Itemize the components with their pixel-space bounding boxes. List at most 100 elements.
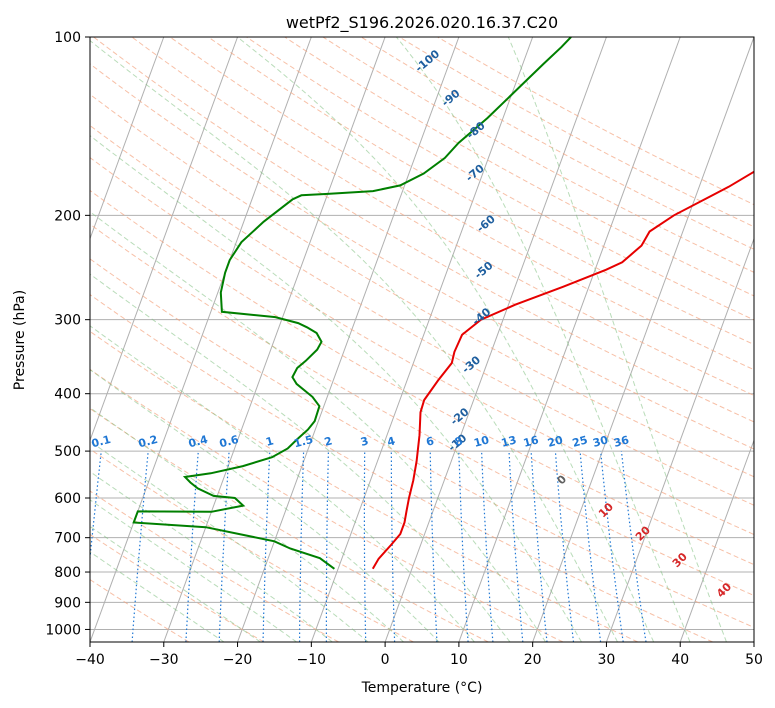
mixing-ratio-label: 1.5	[292, 433, 314, 451]
isotherm-gridline	[532, 37, 754, 642]
x-tick-label: −20	[223, 652, 253, 668]
moist-adiabat-label: 30	[670, 550, 690, 570]
moist-adiabat-line	[507, 37, 727, 642]
mixing-ratio-line	[325, 451, 329, 642]
mixing-ratio-label: 0.4	[187, 433, 210, 451]
mixing-ratio-line	[363, 451, 367, 642]
mixing-ratio-label: 20	[546, 433, 564, 450]
y-tick-label: 800	[54, 565, 81, 581]
isotherm-gridline	[90, 37, 165, 241]
mixing-ratio-line	[600, 451, 624, 642]
chart-title: wetPf2_S196.2026.020.16.37.C20	[286, 13, 558, 33]
mixing-ratio-label: 0.2	[137, 433, 159, 451]
x-tick-label: −10	[297, 652, 327, 668]
isotherm-gridline	[679, 438, 754, 642]
isotherm-gridline	[163, 37, 386, 642]
mixing-ratio-label: 36	[612, 433, 630, 450]
dry-adiabat-line	[90, 533, 265, 642]
y-axis-label: Pressure (hPa)	[12, 290, 28, 390]
dry-adiabat-line	[90, 189, 754, 566]
mixing-ratio-label: 4	[386, 434, 397, 449]
x-tick-label: 50	[745, 652, 763, 668]
temperature-profile-line	[371, 170, 754, 570]
isotherm-gridline	[605, 237, 754, 642]
mixing-ratio-label: 30	[591, 433, 609, 450]
isotherm-gridline	[458, 37, 681, 642]
x-tick-label: 30	[598, 652, 616, 668]
dry-adiabat-line	[90, 578, 190, 642]
dry-adiabat-label: -80	[464, 119, 488, 142]
dry-adiabat-line	[246, 37, 754, 321]
mixing-ratio-label: 16	[522, 433, 540, 450]
dry-adiabat-label: -20	[448, 405, 472, 428]
mixing-ratio-label: 1	[264, 434, 275, 449]
mixing-ratio-line	[620, 451, 647, 642]
dry-adiabat-label: -50	[472, 259, 496, 282]
dry-adiabat-line	[399, 37, 754, 228]
y-tick-label: 100	[54, 30, 81, 46]
isotherm-gridline	[237, 37, 460, 642]
mixing-ratio-line	[579, 451, 602, 642]
moist-adiabat-label: 40	[714, 580, 734, 600]
dry-adiabat-line	[90, 490, 339, 642]
mixing-ratio-label: 10	[472, 433, 490, 450]
dry-adiabat-line	[322, 37, 754, 273]
dry-adiabat-line	[131, 37, 754, 397]
dry-adiabat-line	[207, 37, 754, 346]
dry-adiabat-label: -70	[463, 162, 487, 185]
moist-adiabat-line	[90, 211, 547, 642]
y-tick-label: 200	[54, 208, 81, 224]
mixing-ratio-line	[218, 451, 230, 642]
dry-adiabat-label: -100	[413, 47, 443, 75]
plot-frame	[89, 36, 755, 643]
moist-adiabat-line	[90, 471, 333, 642]
dry-adiabat-line	[90, 63, 754, 450]
y-tick-label: 500	[54, 444, 81, 460]
x-tick-label: 40	[671, 652, 689, 668]
moist-adiabat-line	[90, 369, 440, 642]
moist-adiabat-line	[90, 135, 582, 642]
mixing-ratio-label: 2	[323, 434, 334, 449]
dry-adiabat-line	[90, 223, 754, 597]
moist-adiabat-line	[90, 39, 618, 642]
mixing-ratio-label: 25	[571, 433, 589, 450]
moist-adiabat-line	[90, 551, 225, 642]
mixing-ratio-line	[458, 451, 469, 642]
mixing-ratio-label: 6	[425, 434, 436, 449]
moist-adiabat-label: 20	[633, 523, 653, 543]
moist-adiabat-line	[90, 499, 297, 642]
y-tick-label: 300	[54, 313, 81, 329]
dry-adiabat-line	[169, 37, 754, 371]
plot-area: -100-90-80-70-60-50-40-30-20-100.1 0.2 0.4…	[90, 37, 754, 642]
x-tick-label: −40	[75, 652, 105, 668]
mixing-ratio-label: 8	[453, 434, 464, 449]
dry-adiabat-line	[90, 407, 489, 642]
axis-ticks: −40 −30 −20 −10 0 10 20 30 40 5010020030040050060…	[45, 30, 763, 668]
moist-adiabat-line	[90, 525, 261, 642]
dry-adiabat-label: -30	[460, 353, 484, 376]
dry-adiabat-line	[90, 156, 754, 536]
mixing-ratio-label: 0.6	[218, 433, 241, 451]
x-axis-label: Temperature (°C)	[361, 680, 483, 696]
dewpoint-profile-line	[132, 37, 572, 570]
dry-adiabat-line	[437, 37, 754, 206]
moist-adiabat-label: 10	[596, 500, 616, 520]
mixing-ratio-line	[262, 451, 271, 642]
moist-adiabat-line	[90, 440, 369, 642]
mixing-ratio-line	[390, 451, 396, 642]
mixing-ratio-label: 0.1	[90, 433, 112, 451]
dry-adiabat-line	[90, 258, 754, 628]
moist-adiabat-line	[90, 273, 511, 642]
dry-adiabat-line	[90, 330, 639, 642]
dry-adiabat-line	[284, 37, 754, 297]
mixing-ratio-label: 13	[500, 433, 518, 450]
x-tick-label: 0	[381, 652, 390, 668]
y-tick-label: 1000	[45, 622, 81, 638]
isotherm-gridline	[90, 37, 239, 442]
mixing-ratio-line	[530, 451, 548, 642]
y-tick-label: 700	[54, 531, 81, 547]
y-tick-label: 900	[54, 595, 81, 611]
moist-adiabat-line	[237, 37, 655, 642]
mixing-ratio-label: 3	[359, 434, 370, 449]
y-tick-label: 400	[54, 387, 81, 403]
